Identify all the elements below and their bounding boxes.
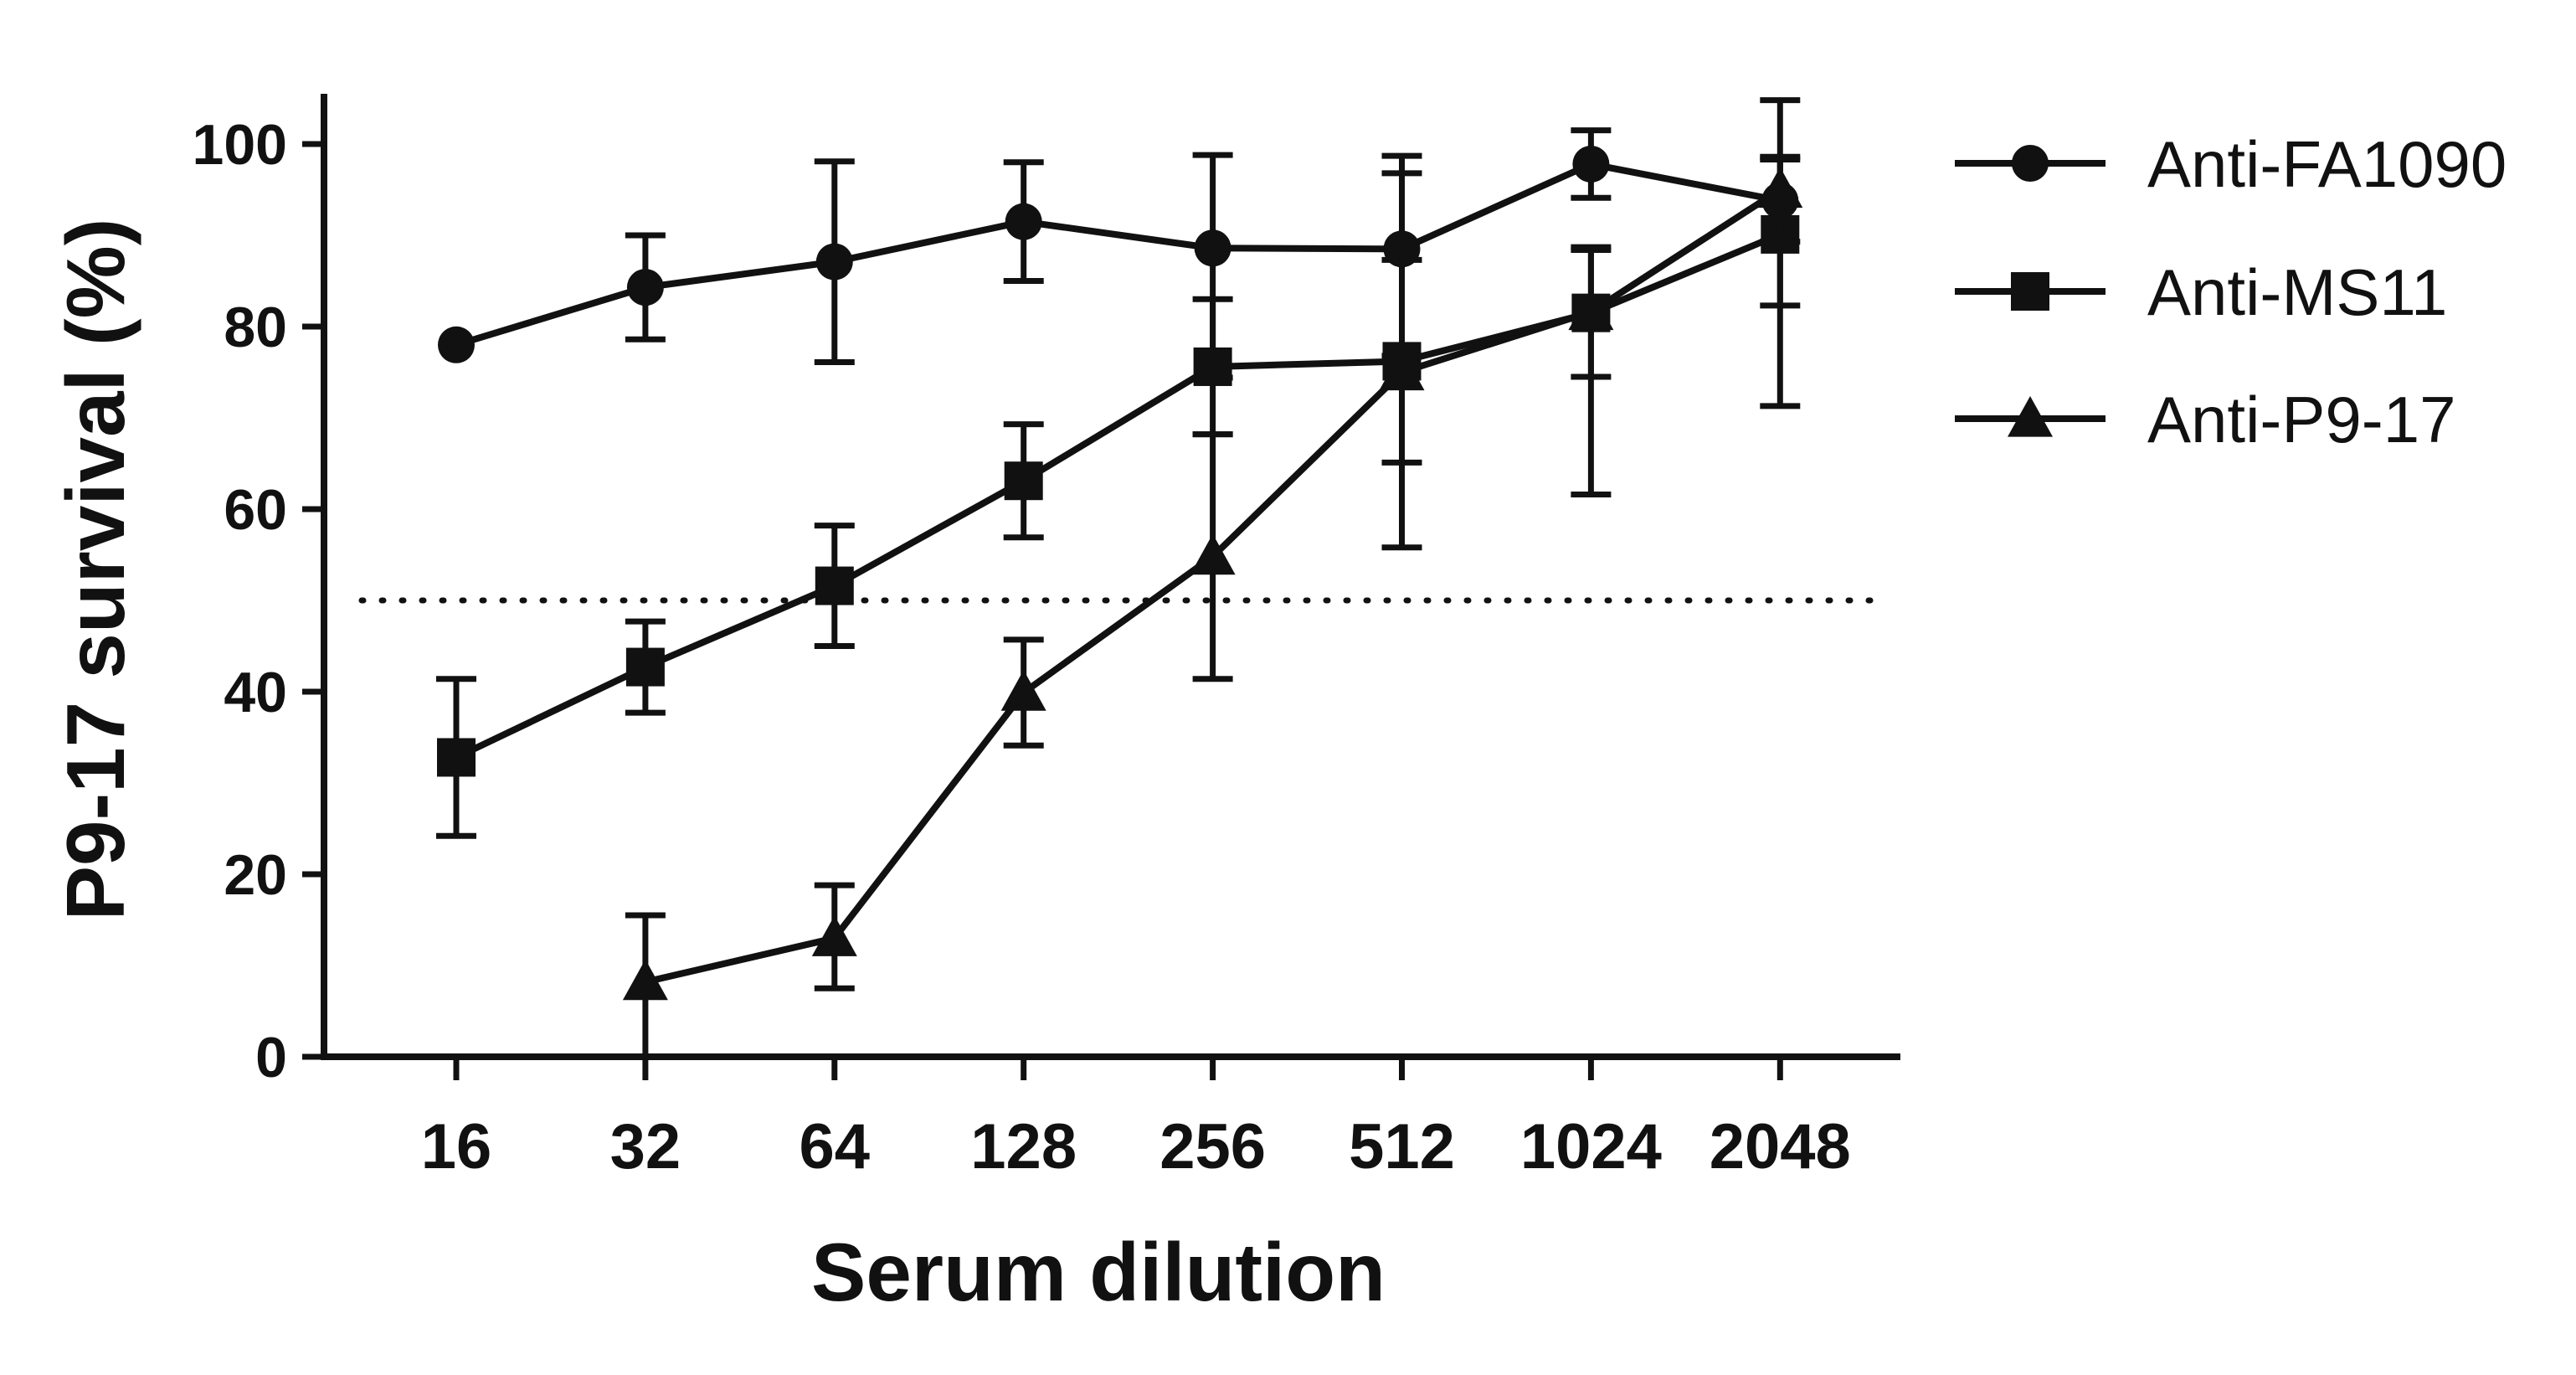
data-point	[1761, 182, 1799, 219]
x-tick-label: 16	[421, 1111, 492, 1182]
data-point	[625, 647, 665, 687]
y-tick-label: 60	[224, 478, 287, 542]
x-axis-label: Serum dilution	[811, 1226, 1386, 1318]
data-point	[1005, 203, 1042, 240]
data-point	[811, 915, 857, 956]
legend-marker-square	[2011, 272, 2049, 311]
data-point	[1194, 229, 1231, 267]
legend-label: Anti-FA1090	[2147, 127, 2507, 201]
data-point	[1572, 145, 1610, 183]
data-point	[437, 738, 476, 777]
y-tick-label: 20	[224, 843, 287, 907]
y-tick-label: 80	[224, 296, 287, 359]
series-line	[455, 160, 1782, 348]
series-layer	[436, 97, 1803, 1060]
y-tick-label: 100	[193, 113, 287, 177]
data-point	[815, 243, 853, 281]
series-anti-ms11	[436, 153, 1801, 839]
legend-label: Anti-P9-17	[2147, 383, 2456, 456]
data-point	[626, 269, 664, 306]
x-tick-label: 32	[610, 1111, 681, 1182]
data-point	[438, 326, 475, 363]
x-tick-label: 2048	[1710, 1111, 1851, 1182]
legend-item-anti-fa1090: Anti-FA1090	[1955, 127, 2507, 201]
series-line	[455, 231, 1782, 761]
x-tick-label: 64	[800, 1111, 871, 1182]
legend: Anti-FA1090 Anti-MS11 Anti-P9-17	[1955, 127, 2507, 456]
x-tick-label: 1024	[1520, 1111, 1662, 1182]
y-tick-label: 40	[224, 661, 287, 724]
x-tick-label: 512	[1349, 1111, 1455, 1182]
data-point	[622, 959, 668, 1001]
legend-item-anti-ms11: Anti-MS11	[1955, 255, 2447, 329]
data-point	[815, 566, 854, 605]
series-anti-fa1090	[438, 127, 1801, 381]
legend-marker-triangle	[2008, 396, 2053, 437]
data-point	[1000, 670, 1046, 711]
y-tick-label: 0	[255, 1026, 287, 1089]
data-point	[1571, 293, 1611, 332]
axes-layer: 0 20 40 60 80 100 16 32 64 128 256 512 1024 2048	[193, 94, 1900, 1182]
x-tick-label: 256	[1159, 1111, 1266, 1182]
data-point	[1190, 533, 1236, 575]
legend-item-anti-p9-17: Anti-P9-17	[1955, 383, 2456, 456]
data-point	[1004, 461, 1043, 501]
x-tick-label: 128	[970, 1111, 1077, 1182]
legend-marker-circle	[2012, 145, 2049, 182]
y-axis-label: P9-17 survival (%)	[49, 219, 141, 921]
data-point	[1383, 230, 1421, 268]
legend-label: Anti-MS11	[2147, 255, 2447, 329]
